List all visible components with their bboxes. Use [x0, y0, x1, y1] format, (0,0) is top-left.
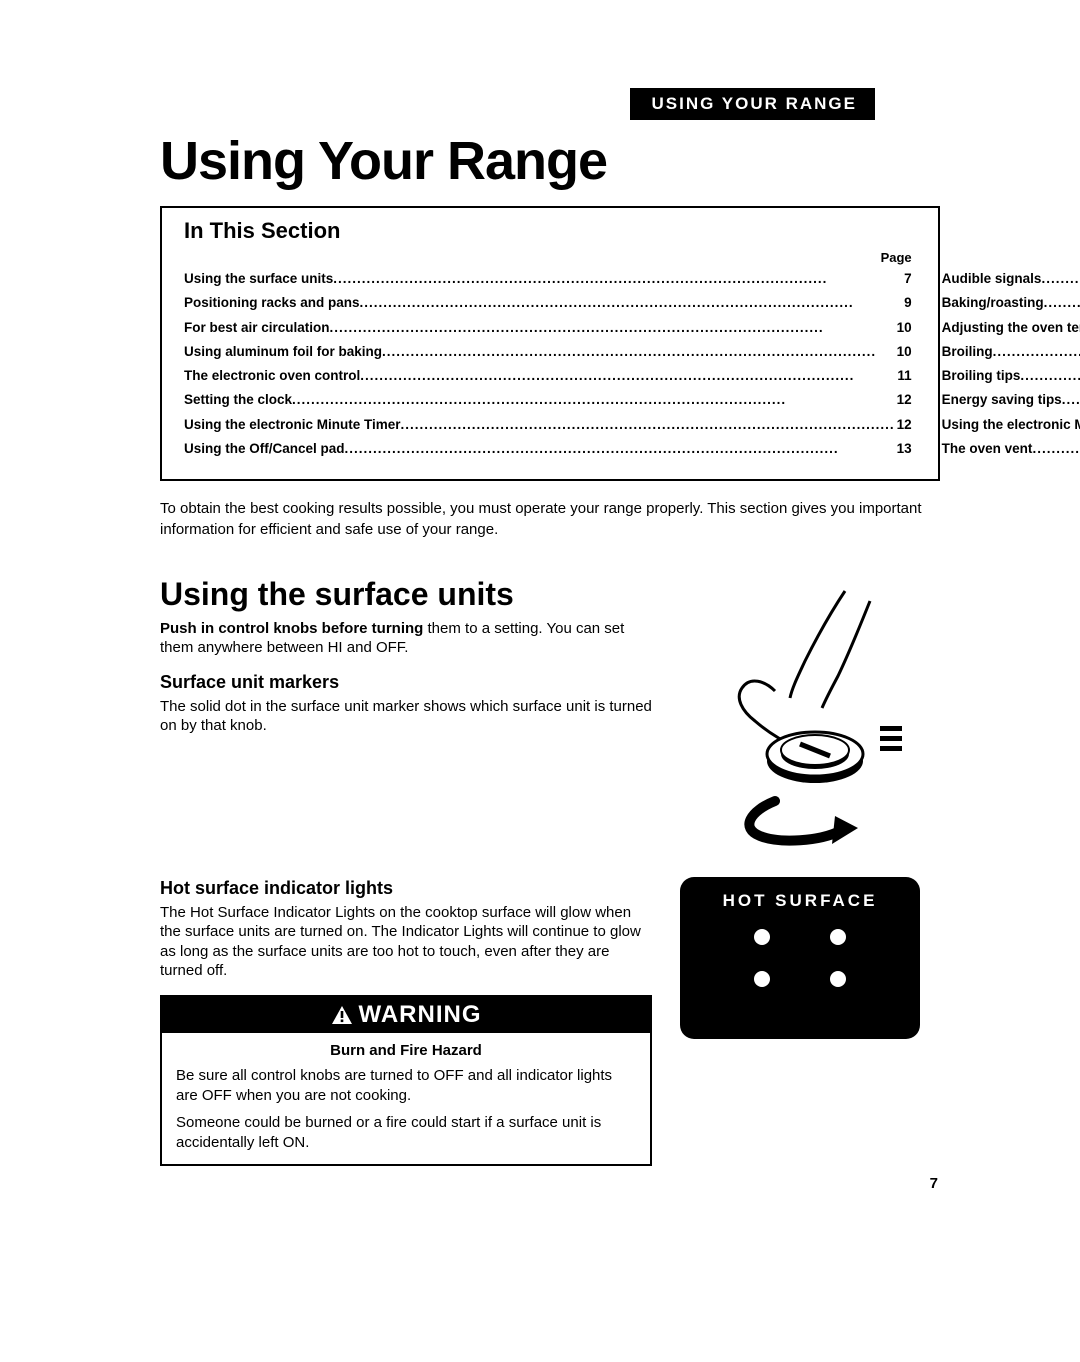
toc-dots: [360, 291, 903, 315]
toc-label: Adjusting the oven temperature control: [942, 316, 1080, 340]
toc-label: Using the electronic Minute Timer: [184, 413, 401, 437]
warning-icon: [331, 1005, 353, 1025]
h3-surface-markers: Surface unit markers: [160, 672, 652, 693]
toc-label: Energy saving tips: [942, 388, 1062, 412]
toc-label: Audible signals: [942, 267, 1042, 291]
toc-page: 12: [897, 413, 912, 437]
toc-heading: In This Section: [184, 218, 340, 244]
push-in-bold: Push in control knobs before turning: [160, 620, 423, 637]
toc-label: Broiling: [942, 340, 993, 364]
h3-hot-lights: Hot surface indicator lights: [160, 878, 652, 899]
page-label: Page: [942, 250, 1080, 265]
hot-surface-panel: HOT SURFACE: [680, 877, 920, 1039]
warning-p2: Someone could be burned or a fire could …: [176, 1113, 636, 1152]
toc-dots: [1041, 267, 1080, 291]
indicator-dot: [830, 929, 846, 945]
toc-dots: [333, 267, 902, 291]
warning-head-text: WARNING: [359, 1001, 482, 1029]
toc-label: Positioning racks and pans: [184, 291, 360, 315]
toc-label: For best air circulation: [184, 316, 330, 340]
toc-dots: [345, 437, 895, 461]
toc-page: 9: [904, 291, 912, 315]
toc-dots: [1020, 364, 1080, 388]
page-number: 7: [930, 1175, 938, 1192]
toc-row: Baking/roasting14: [942, 291, 1080, 315]
toc-row: For best air circulation 10: [184, 316, 912, 340]
warning-sub: Burn and Fire Hazard: [176, 1041, 636, 1061]
toc-page: 10: [897, 340, 912, 364]
toc-dots: [382, 340, 895, 364]
toc-page: 13: [897, 437, 912, 461]
toc-row: Using the electronic Minute Timer 12: [184, 413, 912, 437]
warning-head: WARNING: [162, 997, 650, 1033]
toc-row: Energy saving tips18: [942, 388, 1080, 412]
toc-row: Using the Off/Cancel pad 13: [184, 437, 912, 461]
toc-row: The electronic oven control 11: [184, 364, 912, 388]
toc-row: Adjusting the oven temperature control15: [942, 316, 1080, 340]
hot-text: The Hot Surface Indicator Lights on the …: [160, 903, 652, 981]
page-label: Page: [184, 250, 912, 265]
warning-box: WARNING Burn and Fire Hazard Be sure all…: [160, 995, 652, 1167]
toc-box: In This Section Page Using the surface u…: [160, 206, 940, 481]
indicator-dot: [830, 971, 846, 987]
warning-p1: Be sure all control knobs are turned to …: [176, 1066, 636, 1105]
toc-col-right: Page Audible signals13Baking/roasting14A…: [942, 250, 1080, 461]
indicator-dot: [754, 929, 770, 945]
toc-label: The oven vent: [942, 437, 1033, 461]
toc-row: Broiling tips17: [942, 364, 1080, 388]
toc-row: Audible signals13: [942, 267, 1080, 291]
toc-label: Baking/roasting: [942, 291, 1044, 315]
toc-label: Using aluminum foil for baking: [184, 340, 382, 364]
toc-col-left: Page Using the surface units7Positioning…: [184, 250, 912, 461]
toc-row: The oven vent27: [942, 437, 1080, 461]
toc-row: Using aluminum foil for baking 10: [184, 340, 912, 364]
intro-text: To obtain the best cooking results possi…: [160, 499, 940, 540]
toc-label: Using the Off/Cancel pad: [184, 437, 345, 461]
toc-dots: [330, 316, 895, 340]
knob-illustration: [680, 576, 920, 856]
toc-row: Using the electronic MEALTIMER™ control1…: [942, 413, 1080, 437]
header-tab: USING YOUR RANGE: [630, 88, 876, 120]
toc-page: 12: [897, 388, 912, 412]
toc-label: Setting the clock: [184, 388, 292, 412]
indicator-dot: [754, 971, 770, 987]
toc-page: 11: [897, 364, 911, 388]
hot-surface-title: HOT SURFACE: [680, 891, 920, 911]
toc-dots: [993, 340, 1080, 364]
toc-label: Using the surface units: [184, 267, 333, 291]
toc-row: Broiling16: [942, 340, 1080, 364]
push-in-paragraph: Push in control knobs before turning the…: [160, 619, 652, 658]
toc-page: 7: [904, 267, 912, 291]
toc-dots: [1062, 388, 1080, 412]
toc-row: Positioning racks and pans 9: [184, 291, 912, 315]
toc-dots: [1032, 437, 1080, 461]
toc-row: Using the surface units 7: [184, 267, 912, 291]
toc-dots: [401, 413, 895, 437]
toc-dots: [1044, 291, 1080, 315]
toc-label: The electronic oven control: [184, 364, 360, 388]
toc-label: Broiling tips: [942, 364, 1021, 388]
page-title: Using Your Range: [160, 130, 940, 192]
toc-page: 10: [897, 316, 912, 340]
toc-dots: [360, 364, 895, 388]
h2-surface-units: Using the surface units: [160, 576, 652, 613]
toc-row: Setting the clock 12: [184, 388, 912, 412]
toc-label: Using the electronic MEALTIMER™ control: [942, 413, 1080, 437]
markers-text: The solid dot in the surface unit marker…: [160, 697, 652, 736]
toc-dots: [292, 388, 895, 412]
